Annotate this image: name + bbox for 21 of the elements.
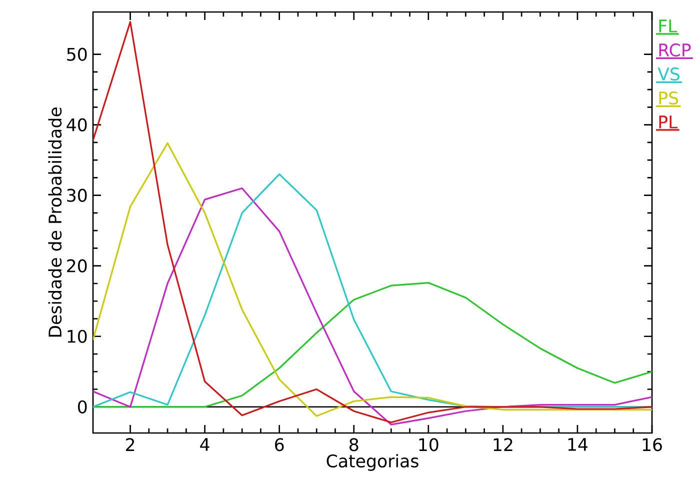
y-tick-label: 0: [78, 400, 87, 414]
y-tick-label: 40: [66, 118, 87, 132]
x-tick-label: 8: [350, 438, 358, 452]
text: PL: [659, 116, 678, 128]
x-tick-label: 16: [642, 438, 662, 452]
x-tick-label: 6: [275, 438, 284, 452]
text: PS: [659, 91, 678, 105]
y-tick-label: 20: [67, 259, 87, 272]
x-tick-label: 2: [126, 438, 134, 451]
y-tick-label: 50: [67, 48, 87, 61]
y-tick-label: 10: [68, 330, 87, 343]
x-axis-title: Categorias: [326, 454, 418, 471]
x-tick-label: 14: [568, 438, 588, 451]
text: RCP: [659, 43, 691, 57]
text: FL: [659, 20, 678, 32]
y-tick-label: 30: [67, 188, 87, 202]
y-axis-title: Desidade de Probabilidade: [48, 108, 62, 337]
x-tick-label: 12: [494, 438, 512, 451]
x-tick-label: 4: [200, 438, 210, 451]
text: VS: [658, 67, 680, 81]
x-tick-label: 10: [419, 438, 438, 452]
